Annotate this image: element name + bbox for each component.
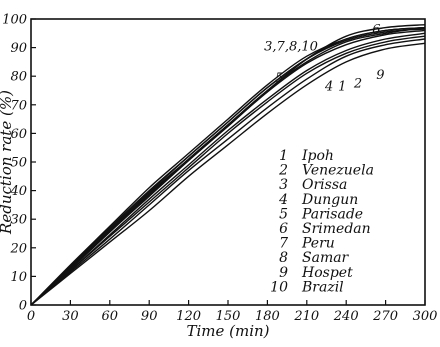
legend-number: 10 xyxy=(270,279,288,295)
curve-label: 2 xyxy=(353,77,362,92)
series-line-4 xyxy=(30,32,426,306)
legend-label: Srimedan xyxy=(302,221,371,237)
legend-number: 9 xyxy=(279,265,288,281)
y-tick-label: 20 xyxy=(9,241,27,256)
legend-label: Orissa xyxy=(302,177,347,193)
legend-number: 4 xyxy=(278,192,288,208)
series-layer xyxy=(30,24,426,306)
legend-label: Brazil xyxy=(301,279,344,295)
y-tick-label: 100 xyxy=(2,13,27,28)
curve-label: 9 xyxy=(376,68,384,83)
legend-label: Venezuela xyxy=(302,163,374,179)
x-tick-label: 120 xyxy=(176,309,201,324)
legend-label: Parisade xyxy=(301,206,363,222)
series-line-2 xyxy=(30,38,426,306)
series-line-1 xyxy=(30,35,426,306)
legend-label: Hospet xyxy=(301,265,353,281)
curve-label: 5 xyxy=(275,71,283,86)
y-tick-label: 10 xyxy=(10,270,27,285)
legend-number: 5 xyxy=(279,206,288,222)
curve-labels-layer: 3,7,8,10 6 5 4 1 29 xyxy=(264,22,384,94)
legend-number: 1 xyxy=(279,148,288,164)
x-tick-label: 0 xyxy=(27,309,35,324)
y-tick-label: 40 xyxy=(9,184,27,199)
y-tick-label: 70 xyxy=(10,98,27,113)
y-tick-label: 0 xyxy=(19,299,27,314)
series-line-8 xyxy=(30,28,426,306)
x-tick-label: 150 xyxy=(216,309,241,324)
y-tick-label: 30 xyxy=(10,213,27,228)
curve-label: 1 xyxy=(338,80,346,95)
legend-label: Samar xyxy=(302,250,350,266)
legend-label: Ipoh xyxy=(301,148,334,164)
legend-number: 7 xyxy=(279,236,288,252)
x-axis-title: Time (min) xyxy=(186,322,269,340)
y-tick-label: 90 xyxy=(10,41,27,56)
y-tick-label: 80 xyxy=(10,70,27,85)
legend-layer: 1 Ipoh 2 Venezuela 3 Orissa 4 Dungun 5 Parisade 6 S… xyxy=(270,148,374,295)
legend-label: Dungun xyxy=(301,192,358,208)
curve-label: 6 xyxy=(372,22,380,37)
x-tick-label: 300 xyxy=(413,309,438,324)
x-tick-label: 180 xyxy=(255,309,280,324)
legend-number: 2 xyxy=(278,163,288,179)
y-tick-label: 60 xyxy=(10,127,27,142)
legend-number: 3 xyxy=(279,177,288,193)
curve-label: 4 xyxy=(324,80,333,95)
y-axis-title: Reduction rate (%) xyxy=(0,90,15,235)
y-tick-label: 50 xyxy=(10,156,27,171)
legend-number: 6 xyxy=(279,221,288,237)
x-tick-label: 210 xyxy=(293,309,319,324)
axis-ticks-layer: 0 30 60 90 120 150 180 210 240 270 300010203040506… xyxy=(2,13,437,325)
legend-label: Peru xyxy=(301,236,335,252)
series-line-9 xyxy=(30,42,426,306)
x-tick-label: 270 xyxy=(372,309,398,324)
legend-number: 8 xyxy=(279,250,288,266)
x-tick-label: 240 xyxy=(333,309,359,324)
curve-label: 3,7,8,10 xyxy=(264,39,318,54)
series-line-10 xyxy=(30,29,426,306)
x-tick-label: 60 xyxy=(102,309,119,324)
x-tick-label: 30 xyxy=(62,309,79,324)
x-tick-label: 90 xyxy=(141,309,158,324)
